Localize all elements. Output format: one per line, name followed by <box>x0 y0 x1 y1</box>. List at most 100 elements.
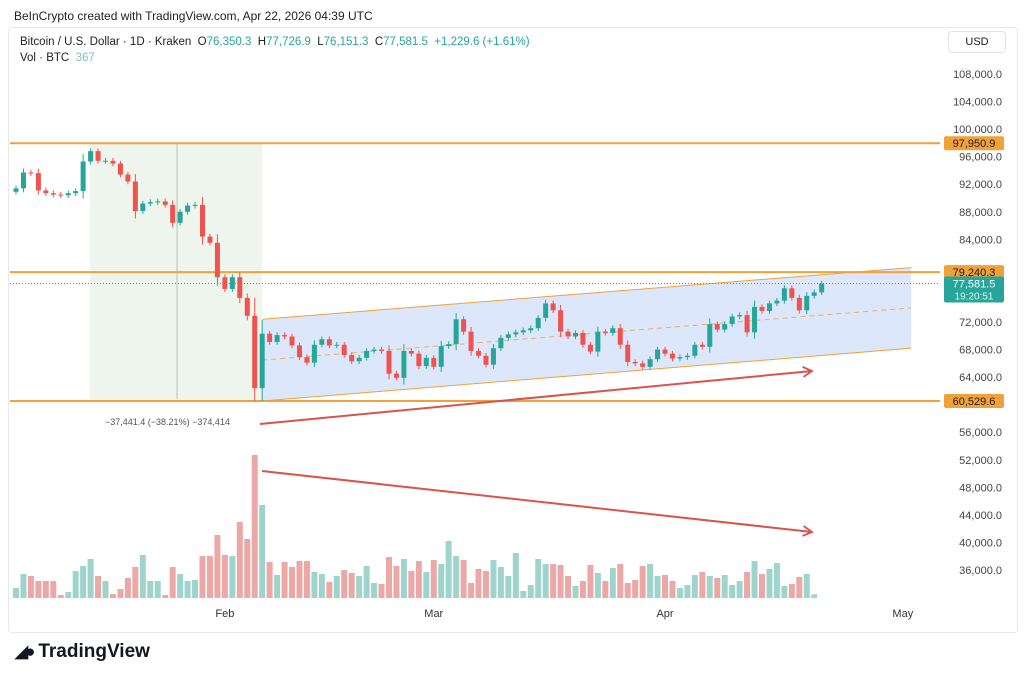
candle-body <box>543 303 549 318</box>
volume-bar <box>751 561 758 598</box>
volume-bar <box>154 581 161 598</box>
volume-bar <box>490 560 497 598</box>
open-value: 76,350.3 <box>206 36 252 48</box>
candle-body <box>110 160 116 164</box>
channel-mid-line <box>262 307 912 361</box>
candle-body <box>625 344 631 362</box>
candle-body <box>162 201 168 205</box>
y-tick-label: 56,000.0 <box>959 427 1002 439</box>
candle-body <box>468 331 474 351</box>
volume-bar <box>326 582 333 598</box>
candle-body <box>371 349 377 351</box>
volume-bar <box>378 584 385 598</box>
volume-bar <box>617 564 624 598</box>
volume-bar <box>423 572 430 598</box>
x-tick-label: Apr <box>656 608 673 620</box>
candle-body <box>185 205 191 212</box>
close-label: C <box>374 36 384 48</box>
candle-body <box>587 344 593 352</box>
candle-body <box>304 357 310 363</box>
low-value: 76,151.3 <box>323 36 369 48</box>
volume-bar <box>27 576 34 598</box>
candle-body <box>699 344 705 347</box>
symbol-title[interactable]: Bitcoin / U.S. Dollar · 1D · Kraken <box>20 36 192 48</box>
candle-body <box>796 297 802 311</box>
volume-bar <box>393 566 400 598</box>
candle-body <box>341 344 347 356</box>
volume-bar <box>415 561 422 598</box>
candle-body <box>364 350 370 358</box>
volume-bar <box>520 591 527 598</box>
candle-body <box>737 315 743 317</box>
candle-body <box>155 201 161 203</box>
candle-body <box>632 361 638 364</box>
volume-bar <box>744 572 751 598</box>
y-tick-label: 36,000.0 <box>959 565 1002 577</box>
candle-body <box>684 355 690 358</box>
candle-body <box>50 193 56 195</box>
open-label: O <box>197 36 207 48</box>
candle-body <box>147 202 153 204</box>
volume-bar <box>289 567 296 598</box>
volume-bar <box>587 565 594 598</box>
volume-bar <box>281 562 288 598</box>
volume-bar <box>609 568 616 598</box>
candle-body <box>28 172 34 174</box>
volume-bar <box>721 575 728 598</box>
volume-bar <box>505 576 512 598</box>
candle-body <box>655 349 661 360</box>
volume-bar <box>572 586 579 598</box>
candle-body <box>558 310 564 332</box>
volume-bar <box>759 574 765 598</box>
volume-bar <box>602 581 609 598</box>
candle-body <box>349 355 355 362</box>
candle-body <box>73 191 79 194</box>
volume-bar <box>199 556 206 598</box>
y-tick-label: 88,000.0 <box>959 207 1002 219</box>
candle-body <box>282 335 288 337</box>
candle-body <box>386 350 392 374</box>
candle-body <box>20 172 26 189</box>
currency-button[interactable]: USD <box>948 31 1006 53</box>
candle-body <box>714 324 720 330</box>
volume-bar <box>169 567 176 598</box>
volume-bar <box>296 561 303 598</box>
volume-bar <box>438 564 445 598</box>
change-value: +1,229.6 (+1.61%) <box>434 36 530 48</box>
candle-body <box>513 332 519 335</box>
candle-body <box>640 363 646 367</box>
y-tick-label: 84,000.0 <box>959 234 1002 246</box>
volume-bar <box>274 575 281 598</box>
candle-body <box>117 163 123 175</box>
candle-body <box>789 288 795 298</box>
candle-body <box>535 317 541 329</box>
volume-bar <box>557 565 564 598</box>
volume-label[interactable]: Vol · BTC <box>20 52 70 64</box>
y-tick-label: 64,000.0 <box>959 372 1002 384</box>
volume-bar <box>482 571 489 598</box>
volume-bar <box>42 581 49 598</box>
volume-bar <box>184 581 191 598</box>
volume-bar <box>512 553 519 598</box>
candle-body <box>379 349 385 351</box>
volume-bar <box>20 574 27 598</box>
volume-bar <box>221 555 228 598</box>
candle-body <box>647 359 653 367</box>
y-tick-label: 108,000.0 <box>953 69 1002 81</box>
candle-body <box>774 300 780 304</box>
volume-bar <box>87 559 94 598</box>
candle-body <box>80 161 86 192</box>
tradingview-logo[interactable]: ◢● TradingView <box>15 641 150 663</box>
candle-body <box>707 324 713 347</box>
chart-frame <box>8 27 1018 633</box>
close-value: 77,581.5 <box>383 36 428 48</box>
candle-body <box>177 211 183 223</box>
uptrend-arrow <box>259 366 814 425</box>
candle-body <box>744 315 750 333</box>
candle-body <box>677 357 683 359</box>
volume-bar <box>251 455 258 598</box>
volume-bar <box>662 575 669 598</box>
volume-bar <box>124 578 131 598</box>
candle-body <box>214 242 220 278</box>
